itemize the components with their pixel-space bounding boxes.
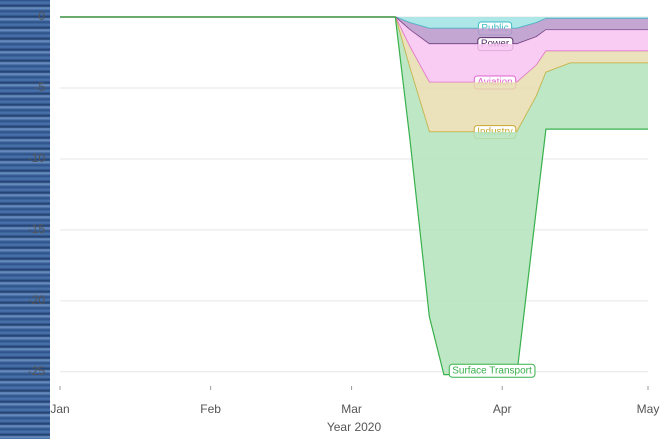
y-tick-label: -5 <box>34 80 45 94</box>
page: Year 2020 0 -5 -10 -15 -20 -25 Jan Feb Mar Apr May… <box>0 0 664 439</box>
y-tick-label: -25 <box>28 364 46 378</box>
x-tick-label: May <box>637 402 660 416</box>
series-label: Surface Transport <box>452 365 532 376</box>
area-fill <box>60 17 648 375</box>
x-axis-title: Year 2020 <box>327 420 382 434</box>
y-tick-label: -20 <box>28 293 46 307</box>
y-tick-label: 0 <box>38 9 45 23</box>
y-tick-label: -15 <box>28 222 46 236</box>
y-tick-label: -10 <box>28 151 46 165</box>
x-tick-label: Feb <box>200 402 221 416</box>
x-tick-label: Apr <box>493 402 512 416</box>
chart: Year 2020 0 -5 -10 -15 -20 -25 Jan Feb Mar Apr May… <box>0 0 664 439</box>
x-tick-label: Mar <box>341 402 362 416</box>
x-tick-label: Jan <box>50 402 69 416</box>
